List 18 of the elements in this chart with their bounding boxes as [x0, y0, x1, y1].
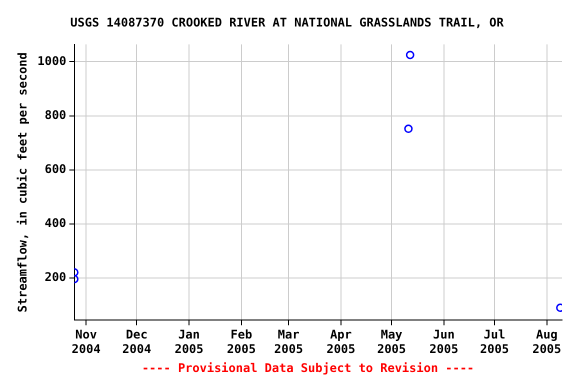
- text: ---- Provisional Data Subject to Revision ----: [142, 361, 474, 375]
- x-tick-label: Apr 2005: [326, 328, 356, 356]
- y-tick-label: 1000: [37, 54, 66, 68]
- y-tick-label: 600: [44, 162, 66, 176]
- x-tick-label: May 2005: [377, 328, 406, 356]
- y-tick-label: 400: [44, 216, 66, 230]
- x-tick-label: Nov 2004: [72, 328, 101, 356]
- y-tick-label: 200: [44, 270, 66, 284]
- x-tick-label: Aug 2005: [532, 328, 562, 356]
- x-tick-label: Jan 2005: [174, 328, 204, 356]
- x-tick-label: Jul 2005: [480, 328, 509, 356]
- y-tick-label: 800: [44, 108, 66, 122]
- x-tick-label: Mar 2005: [274, 328, 304, 356]
- y-axis-title: Streamflow, in cubic feet per second: [15, 52, 30, 312]
- x-tick-label: Jun 2005: [429, 328, 458, 356]
- chart-title: USGS 14087370 CROOKED RIVER AT NATIONAL GRASSLANDS TRAIL, OR: [70, 15, 505, 30]
- x-tick-label: Feb 2005: [226, 328, 256, 356]
- x-tick-label: Dec 2004: [122, 328, 152, 356]
